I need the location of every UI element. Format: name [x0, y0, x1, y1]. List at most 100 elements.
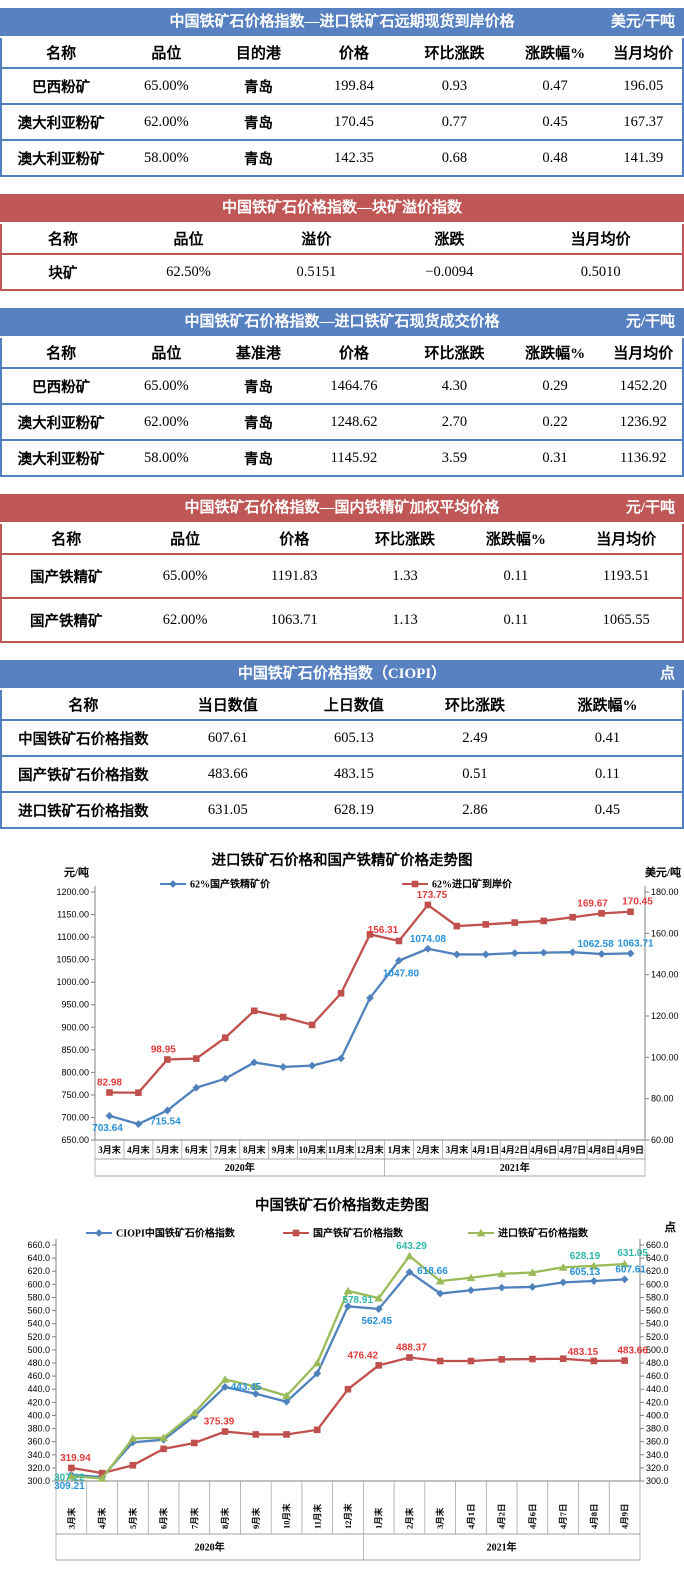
square-marker — [453, 922, 461, 930]
price-tables-section: 中国铁矿石价格指数—进口铁矿石远期现货到岸价格 美元/干吨 名称 品位 目的港 价格 环比涨… — [0, 8, 684, 829]
square-marker — [221, 1034, 229, 1041]
diamond-marker — [559, 1278, 568, 1287]
triangle-marker — [282, 1391, 291, 1400]
table-cell: 青岛 — [243, 415, 273, 432]
diamond-marker — [395, 956, 403, 965]
table-cell: 澳大利亚粉矿 — [17, 151, 105, 168]
table-title-bar: 中国铁矿石价格指数—进口铁矿石现货成交价格 元/干吨 — [0, 308, 684, 336]
column-header: 价格 — [338, 346, 369, 362]
square-marker — [129, 1461, 137, 1469]
table-cell: 进口铁矿石价格指数 — [18, 803, 149, 820]
x-category-label: 9月末 — [251, 1507, 261, 1529]
column-header: 溢价 — [301, 232, 332, 248]
table-cell: 141.39 — [623, 149, 664, 166]
diamond-marker — [134, 1120, 143, 1128]
table-cell: 青岛 — [243, 115, 273, 132]
legend-item: 62%进口矿到岸价 — [432, 878, 513, 891]
table-cell: 196.05 — [623, 77, 664, 94]
legend-item: 62%国产铁精矿价 — [190, 878, 271, 891]
diamond-marker — [510, 949, 519, 957]
square-marker — [98, 1469, 106, 1477]
table-cell: −0.0094 — [425, 263, 474, 280]
column-header: 涨跌幅% — [525, 346, 586, 362]
table-row: 澳大利亚粉矿 58.00% 青岛 1145.92 3.59 0.31 1136.92 — [1, 440, 683, 476]
data-point-label: 483.66 — [617, 1346, 648, 1357]
x-category-label: 6月末 — [159, 1507, 169, 1529]
square-marker — [250, 1007, 258, 1015]
left-axis-tick-label: 900.00 — [61, 1022, 89, 1032]
table-row: 国产铁精矿 62.00% 1063.71 1.13 0.11 1065.55 — [1, 598, 683, 642]
right-axis-tick-label: 640.0 — [646, 1253, 669, 1263]
table-cell: 青岛 — [243, 79, 273, 96]
x-category-label: 4月2日 — [501, 1145, 528, 1155]
table-cell: 0.45 — [542, 113, 568, 130]
triangle-marker — [558, 1263, 568, 1271]
left-axis-tick-label: 1050.00 — [56, 955, 89, 965]
x-category-label: 3月末 — [446, 1144, 470, 1155]
column-header: 环比涨跌 — [424, 346, 485, 362]
left-axis-tick-label: 520.0 — [27, 1332, 50, 1342]
table-cell: 0.41 — [594, 729, 621, 746]
square-marker — [191, 1439, 198, 1447]
right-axis-tick-label: 180.00 — [651, 887, 679, 897]
table-cell: 1.13 — [392, 611, 418, 628]
data-point-label: 628.19 — [570, 1251, 601, 1262]
square-marker — [627, 908, 634, 916]
table-cell: 0.29 — [542, 377, 568, 394]
triangle-marker — [528, 1268, 537, 1276]
table-cell: 62.00% — [144, 413, 189, 430]
triangle-marker — [476, 1228, 486, 1237]
column-header: 当月均价 — [570, 232, 631, 248]
x-category-label: 3月末 — [66, 1507, 76, 1529]
table-title: 中国铁矿石价格指数—块矿溢价指数 — [221, 200, 462, 216]
x-category-label: 1月末 — [388, 1144, 412, 1155]
table-title-bar: 中国铁矿石价格指数—块矿溢价指数 — [0, 194, 684, 222]
square-marker — [193, 1055, 200, 1062]
table-cell: 62.00% — [162, 611, 208, 628]
table-row: 澳大利亚粉矿 62.00% 青岛 1248.62 2.70 0.22 1236.92 — [1, 404, 683, 440]
left-axis-tick-label: 420.0 — [27, 1397, 50, 1407]
column-header: 涨跌幅% — [525, 46, 586, 62]
table-cell: 中国铁矿石价格指数 — [18, 731, 149, 748]
square-marker — [467, 1357, 475, 1365]
data-point-label: 1074.08 — [410, 934, 447, 945]
right-axis-tick-label: 500.0 — [646, 1345, 669, 1355]
column-header: 品位 — [151, 46, 182, 62]
diamond-marker — [568, 948, 577, 957]
column-header: 名称 — [46, 46, 77, 62]
square-marker — [498, 1356, 505, 1363]
left-axis-tick-label: 500.0 — [27, 1345, 50, 1355]
table-cell: 1065.55 — [602, 611, 650, 628]
left-axis-tick-label: 640.0 — [27, 1253, 50, 1263]
table-cell: 1145.92 — [330, 449, 378, 466]
diamond-marker — [366, 994, 374, 1002]
table-cell: 1464.76 — [330, 377, 378, 394]
table-cell: 58.00% — [144, 149, 189, 166]
table-row: 国产铁矿石价格指数 483.66 483.15 0.51 0.11 — [1, 756, 683, 792]
table-cell: 1136.92 — [619, 449, 667, 466]
table-cell: 1193.51 — [602, 567, 650, 584]
x-category-label: 7月末 — [189, 1507, 199, 1529]
table-row: 巴西粉矿 65.00% 青岛 1464.76 4.30 0.29 1452.20 — [1, 368, 683, 404]
x-category-label: 1月末 — [374, 1507, 384, 1529]
x-category-label: 2月末 — [404, 1507, 414, 1529]
data-point-label: 643.29 — [396, 1241, 427, 1252]
right-axis-tick-label: 460.0 — [646, 1371, 669, 1381]
triangle-marker — [343, 1286, 353, 1295]
x-category-label: 4月6日 — [527, 1503, 537, 1529]
data-point-label: 443.45 — [231, 1382, 262, 1393]
table-cell: 巴西粉矿 — [32, 379, 91, 396]
x-category-label: 12月末 — [343, 1503, 353, 1529]
triangle-marker — [128, 1434, 138, 1442]
column-header: 环比涨跌 — [444, 698, 505, 714]
column-header: 当月均价 — [613, 346, 674, 362]
x-category-label: 4月7日 — [559, 1145, 586, 1155]
unit-label: 点 — [665, 1220, 677, 1234]
table-cell: 青岛 — [243, 379, 273, 396]
table-cell: 青岛 — [243, 151, 273, 168]
diamond-marker — [589, 1277, 598, 1285]
left-axis-tick-label: 540.0 — [27, 1319, 50, 1329]
table-cell: 62.50% — [166, 263, 211, 280]
